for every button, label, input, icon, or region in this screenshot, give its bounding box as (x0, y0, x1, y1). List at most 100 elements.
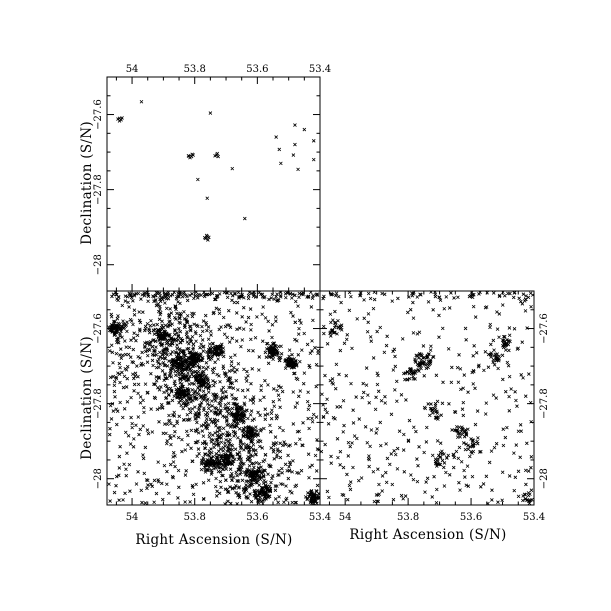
data-point (149, 371, 153, 376)
data-point (281, 443, 285, 448)
data-point (273, 488, 278, 493)
data-point (114, 376, 119, 381)
data-point (248, 398, 253, 402)
data-point (251, 349, 255, 353)
data-point (257, 461, 262, 466)
data-point (366, 393, 370, 397)
data-point (251, 398, 256, 402)
data-point (218, 400, 223, 405)
data-point (205, 410, 210, 415)
data-point (188, 324, 193, 329)
data-point (280, 471, 284, 475)
data-point (205, 426, 210, 431)
data-point (281, 428, 285, 433)
data-point (130, 360, 134, 364)
data-point (172, 434, 176, 438)
data-point (141, 424, 146, 428)
data-point (206, 478, 211, 483)
data-point (224, 395, 228, 400)
data-point (168, 307, 172, 311)
data-point (230, 368, 234, 373)
data-point (350, 441, 354, 445)
clump-point (491, 360, 495, 364)
data-point (346, 454, 351, 458)
data-point (228, 325, 233, 330)
data-point (113, 395, 117, 399)
data-point (175, 343, 179, 347)
data-point (230, 478, 234, 482)
data-point (121, 415, 125, 420)
data-point (219, 325, 223, 329)
data-point (270, 476, 274, 481)
data-point (411, 316, 416, 320)
data-point (246, 315, 251, 320)
data-point (310, 296, 315, 300)
data-point (208, 417, 213, 422)
data-point (121, 498, 125, 502)
data-point (268, 464, 272, 468)
data-point (264, 480, 268, 484)
x-tick-label: 53.6 (246, 64, 268, 75)
clump-point (165, 341, 170, 345)
data-point (141, 398, 145, 403)
data-point (130, 425, 134, 430)
data-point (206, 238, 210, 242)
data-point (203, 446, 207, 451)
data-point (156, 385, 160, 390)
data-point (337, 372, 341, 377)
data-point (169, 388, 174, 393)
data-point (165, 384, 169, 389)
data-point (213, 399, 218, 403)
data-point (252, 465, 256, 470)
data-point (160, 319, 164, 324)
data-point (396, 296, 400, 301)
data-point (244, 483, 248, 487)
data-point (196, 439, 200, 444)
data-point (275, 447, 280, 451)
data-point (457, 353, 461, 357)
data-point (344, 373, 349, 378)
data-point (230, 406, 235, 411)
data-point (265, 412, 270, 416)
data-point (198, 345, 202, 350)
data-point (529, 455, 534, 459)
data-point (415, 295, 420, 299)
data-point (321, 324, 326, 329)
data-point (115, 340, 119, 345)
data-point (148, 339, 153, 344)
data-point (514, 443, 519, 447)
data-point (174, 373, 178, 378)
data-point (219, 485, 223, 490)
y-tick-label: −27.6 (539, 313, 550, 344)
data-point (383, 394, 387, 399)
data-point (235, 424, 239, 428)
data-point (496, 366, 500, 371)
data-point (371, 356, 376, 360)
data-point (233, 430, 238, 435)
data-point (188, 374, 192, 379)
data-point (226, 411, 231, 416)
data-point (435, 487, 439, 492)
data-point (209, 437, 213, 442)
data-point (424, 480, 428, 484)
data-point (223, 324, 228, 329)
data-point (244, 445, 248, 449)
data-point (518, 455, 522, 460)
data-point (217, 307, 222, 312)
data-point (199, 395, 203, 400)
data-point (187, 382, 192, 386)
data-point (440, 326, 445, 331)
data-point (516, 494, 521, 499)
data-point (118, 380, 122, 385)
data-point (342, 341, 347, 346)
data-point (316, 348, 320, 353)
data-point (462, 468, 466, 473)
data-point (125, 376, 130, 381)
data-point (154, 491, 159, 496)
clump-point (254, 425, 258, 429)
data-point (152, 500, 156, 505)
data-point (351, 408, 355, 412)
data-point (120, 303, 125, 308)
data-point (180, 449, 184, 454)
data-point (132, 382, 137, 387)
